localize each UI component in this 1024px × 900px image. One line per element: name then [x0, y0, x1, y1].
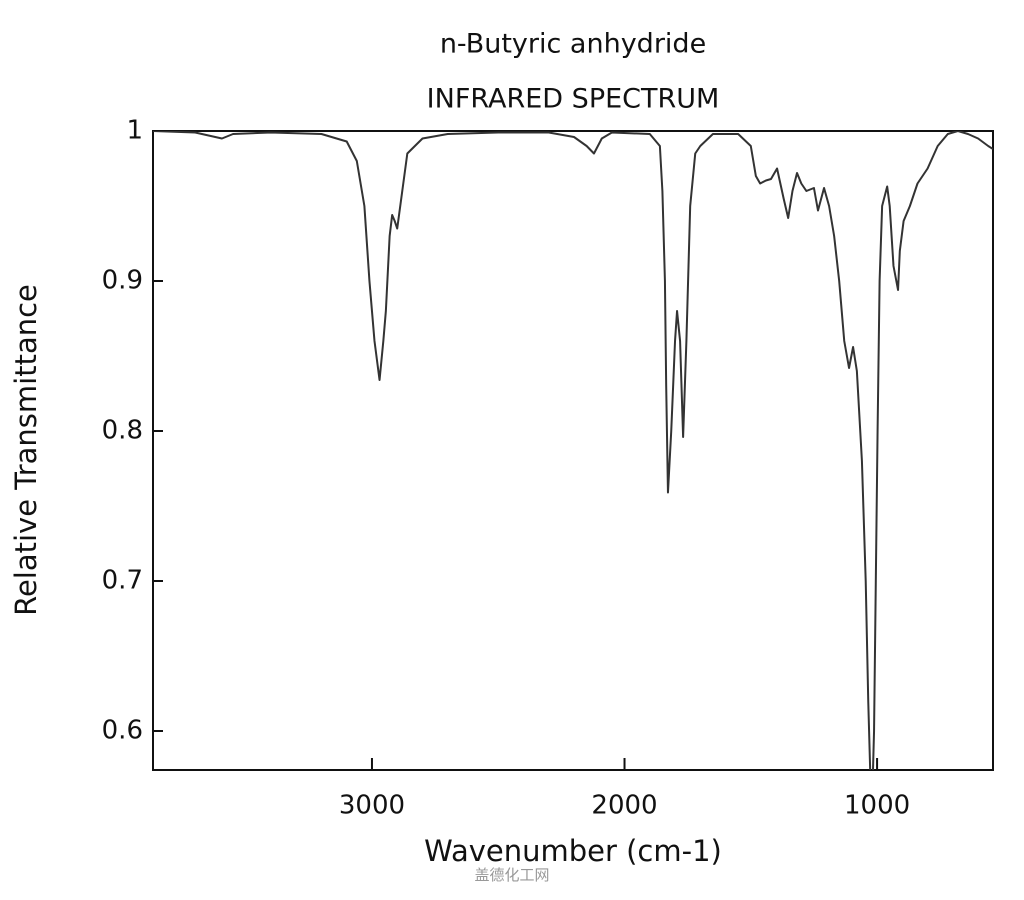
- plot-frame: [152, 130, 994, 771]
- x-axis-label: Wavenumber (cm-1): [424, 834, 722, 868]
- x-tick-label: 1000: [844, 791, 910, 821]
- y-tick-label: 0.9: [102, 266, 143, 296]
- y-tick-label: 1: [126, 116, 143, 146]
- x-tick-label: 3000: [339, 791, 405, 821]
- y-axis-label: Relative Transmittance: [9, 284, 43, 616]
- chart-subtitle: INFRARED SPECTRUM: [427, 84, 720, 115]
- spectrum-line: [153, 131, 993, 770]
- chart-title: n-Butyric anhydride: [440, 29, 706, 60]
- x-tick-label: 2000: [591, 791, 657, 821]
- watermark: 盖德化工网: [474, 866, 549, 884]
- y-tick-label: 0.7: [102, 566, 143, 596]
- y-tick-label: 0.8: [102, 416, 143, 446]
- y-tick-label: 0.6: [102, 716, 143, 746]
